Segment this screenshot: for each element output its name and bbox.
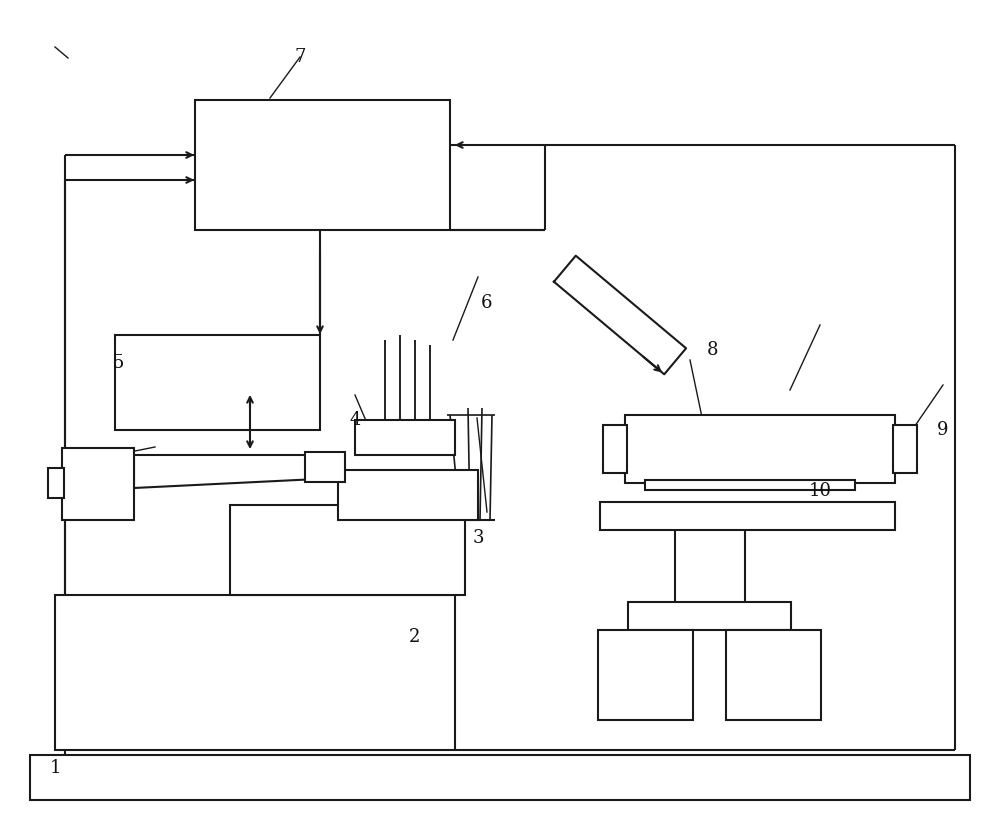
- Bar: [355, 420, 455, 455]
- Bar: [62, 448, 134, 520]
- Bar: [598, 630, 693, 720]
- Bar: [603, 425, 627, 473]
- Text: 1: 1: [49, 759, 61, 777]
- Bar: [55, 595, 455, 750]
- Bar: [726, 630, 821, 720]
- Bar: [30, 755, 970, 800]
- Text: 4: 4: [349, 411, 361, 429]
- Bar: [625, 415, 895, 483]
- Bar: [338, 470, 478, 520]
- Bar: [230, 505, 465, 595]
- Bar: [115, 335, 320, 430]
- Bar: [48, 468, 64, 498]
- Text: 7: 7: [294, 48, 306, 66]
- Text: 10: 10: [808, 482, 832, 500]
- Bar: [600, 502, 895, 530]
- Text: 9: 9: [937, 421, 949, 439]
- Bar: [305, 452, 345, 482]
- Text: 8: 8: [706, 341, 718, 359]
- Bar: [628, 602, 791, 630]
- Bar: [645, 480, 855, 490]
- Text: 2: 2: [409, 628, 421, 646]
- Text: 3: 3: [472, 529, 484, 547]
- Text: 5: 5: [112, 354, 124, 372]
- Bar: [893, 425, 917, 473]
- Bar: [195, 100, 450, 230]
- Text: 6: 6: [481, 294, 493, 312]
